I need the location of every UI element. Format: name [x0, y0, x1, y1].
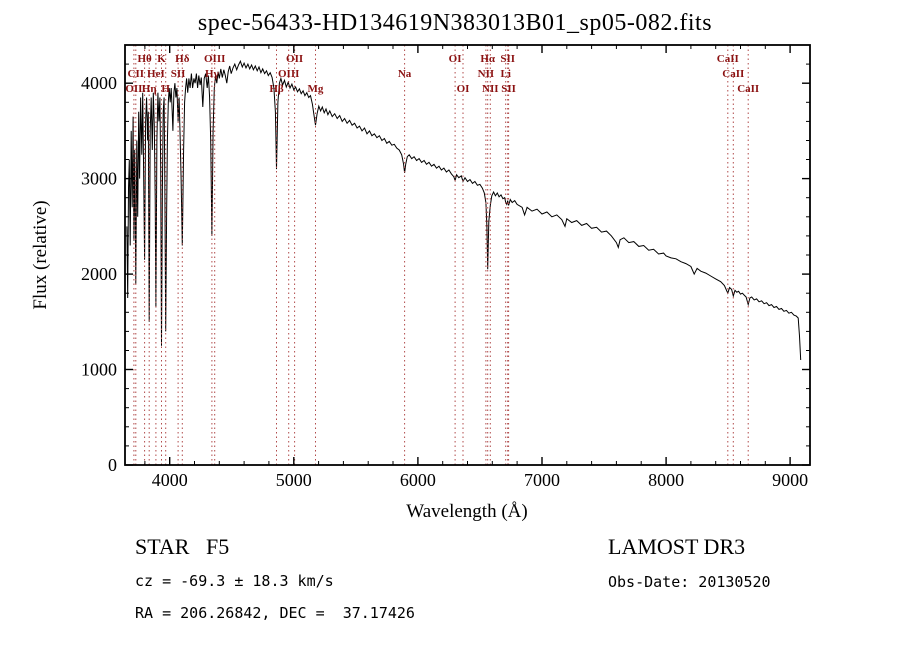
spectral-line-label: HeI: [147, 68, 165, 80]
spectral-line-label: Hθ: [137, 53, 152, 65]
spectral-line-label: NII: [482, 83, 499, 95]
spectral-line-label: Hη: [142, 83, 157, 95]
spectral-line-label: OII: [286, 53, 303, 65]
ra-dec-value: RA = 206.26842, DEC = 37.17426: [135, 604, 415, 622]
obs-date-value: Obs-Date: 20130520: [608, 573, 771, 591]
x-tick-label: 4000: [152, 470, 188, 490]
spectral-line-label: OI: [457, 83, 470, 95]
spectral-line-label: Hγ: [205, 68, 219, 80]
spectral-line-label: OIII: [204, 53, 225, 65]
y-tick-label: 2000: [81, 264, 117, 284]
spectral-line-label: SII: [500, 53, 515, 65]
x-tick-label: 9000: [772, 470, 808, 490]
spectral-line-label: SII: [501, 83, 516, 95]
x-tick-label: 7000: [524, 470, 560, 490]
spectrum-line: [126, 59, 802, 361]
spectral-line-label: CII: [128, 68, 145, 80]
x-axis-label: Wavelength (Å): [406, 501, 527, 522]
y-tick-label: 4000: [81, 73, 117, 93]
cz-value: cz = -69.3 ± 18.3 km/s: [135, 572, 334, 590]
spectral-line-label: NII: [478, 68, 495, 80]
spectral-line-label: Hβ: [269, 83, 284, 95]
spectral-line-label: Na: [398, 68, 412, 80]
spectral-line-label: Li: [500, 68, 510, 80]
spectral-line-label: H: [161, 83, 170, 95]
x-tick-label: 5000: [276, 470, 312, 490]
object-type-label: STAR F5: [135, 534, 230, 559]
y-axis-label: Flux (relative): [30, 200, 51, 309]
spectral-line-label: OI: [449, 53, 462, 65]
spectral-line-label: Mg: [308, 83, 324, 95]
y-tick-label: 1000: [81, 360, 117, 380]
y-tick-label: 3000: [81, 169, 117, 189]
spectral-line-label: CaII: [722, 68, 744, 80]
y-tick-label: 0: [108, 455, 117, 475]
x-tick-label: 8000: [648, 470, 684, 490]
spectral-line-label: CaII: [737, 83, 759, 95]
survey-label: LAMOST DR3: [608, 534, 746, 559]
spectral-line-label: CaII: [717, 53, 739, 65]
x-tick-label: 6000: [400, 470, 436, 490]
chart-generated: Hθ K Hδ OIII OII OI Hα SII CaII CII HeI SII Hγ OIII Na…: [81, 44, 811, 490]
page-title: spec-56433-HD134619N383013B01_sp05-082.f…: [197, 10, 713, 36]
spectral-line-label: SII: [171, 68, 186, 80]
spectral-line-label: OII: [125, 83, 142, 95]
spectral-line-label: OIII: [278, 68, 299, 80]
spectrum-plot: Hθ K Hδ OIII OII OI Hα SII CaII CII HeI SII Hγ OIII Na…: [30, 44, 811, 522]
plot-frame: [124, 44, 811, 466]
spectral-line-label: Hδ: [175, 53, 190, 65]
spectral-line-label: K: [157, 53, 166, 65]
spectral-line-label: Hα: [480, 53, 496, 65]
